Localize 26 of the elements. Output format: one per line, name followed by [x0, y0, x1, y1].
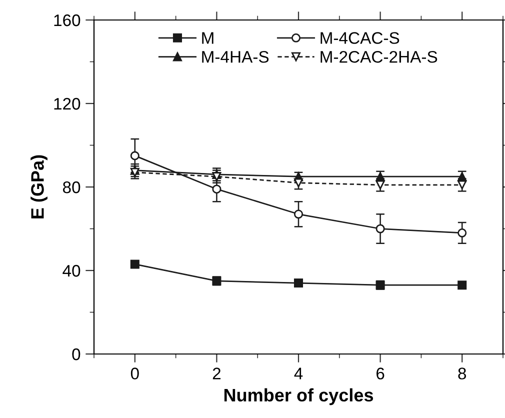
y-tick-label: 120: [54, 98, 80, 110]
x-tick-label: 8: [458, 368, 466, 380]
legend-label: M-2CAC-2HA-S: [320, 50, 438, 63]
point: [458, 228, 467, 238]
x-tick-label: 0: [130, 368, 139, 380]
x-tick-label: 4: [294, 368, 303, 380]
point: [294, 178, 304, 188]
x-axis-title: Number of cycles: [224, 388, 374, 406]
point: [212, 172, 222, 182]
legend-label: M: [202, 32, 214, 44]
point: [376, 224, 385, 234]
y-axis-title: E (GPa): [30, 155, 48, 218]
y-tick-label: 0: [72, 348, 80, 360]
point: [130, 260, 140, 269]
point: [294, 278, 304, 288]
x-tick-label: 6: [376, 368, 384, 380]
y-tick-label: 160: [54, 14, 80, 26]
legend-label: M-4CAC-S: [320, 32, 400, 44]
point: [130, 151, 140, 160]
x-tick-label: 2: [212, 368, 220, 380]
point: [212, 184, 222, 194]
y-tick-label: 80: [62, 181, 80, 194]
point: [458, 280, 467, 290]
legend-label: M-4HA-S: [202, 50, 269, 63]
y-tick-label: 40: [62, 264, 80, 277]
point: [294, 210, 304, 219]
